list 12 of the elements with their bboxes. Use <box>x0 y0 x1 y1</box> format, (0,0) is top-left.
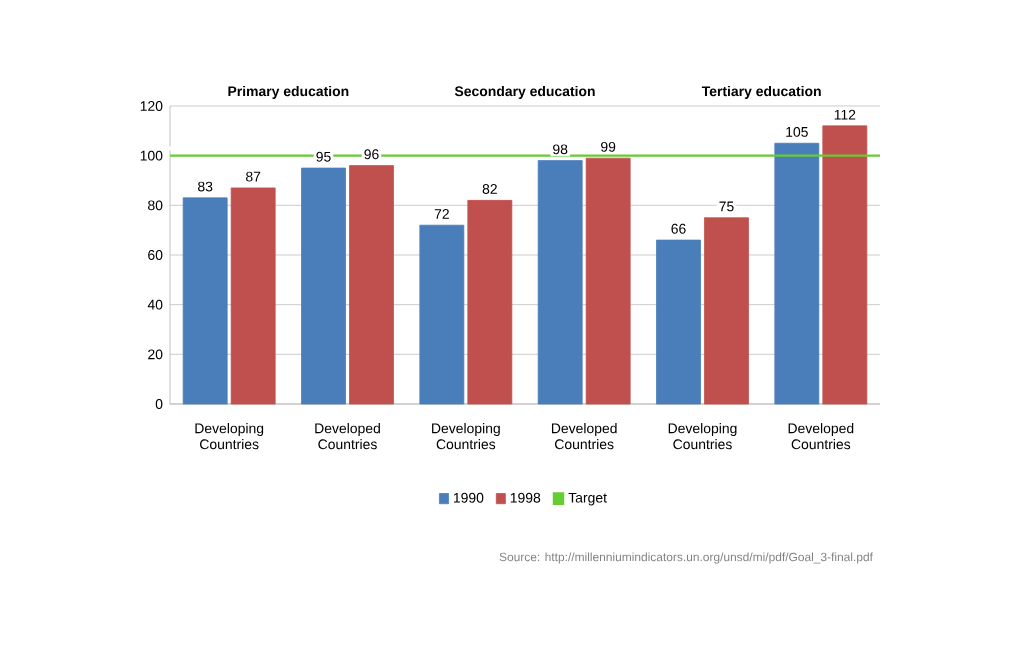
bar <box>230 187 276 405</box>
bar <box>774 142 820 405</box>
bar <box>349 165 394 405</box>
bar <box>182 197 228 405</box>
bar <box>585 157 631 405</box>
bar <box>301 167 346 405</box>
bar <box>822 125 868 405</box>
bar <box>537 160 583 405</box>
bar <box>467 199 513 405</box>
bar <box>419 224 465 405</box>
bar <box>704 217 749 405</box>
bar <box>656 239 701 405</box>
